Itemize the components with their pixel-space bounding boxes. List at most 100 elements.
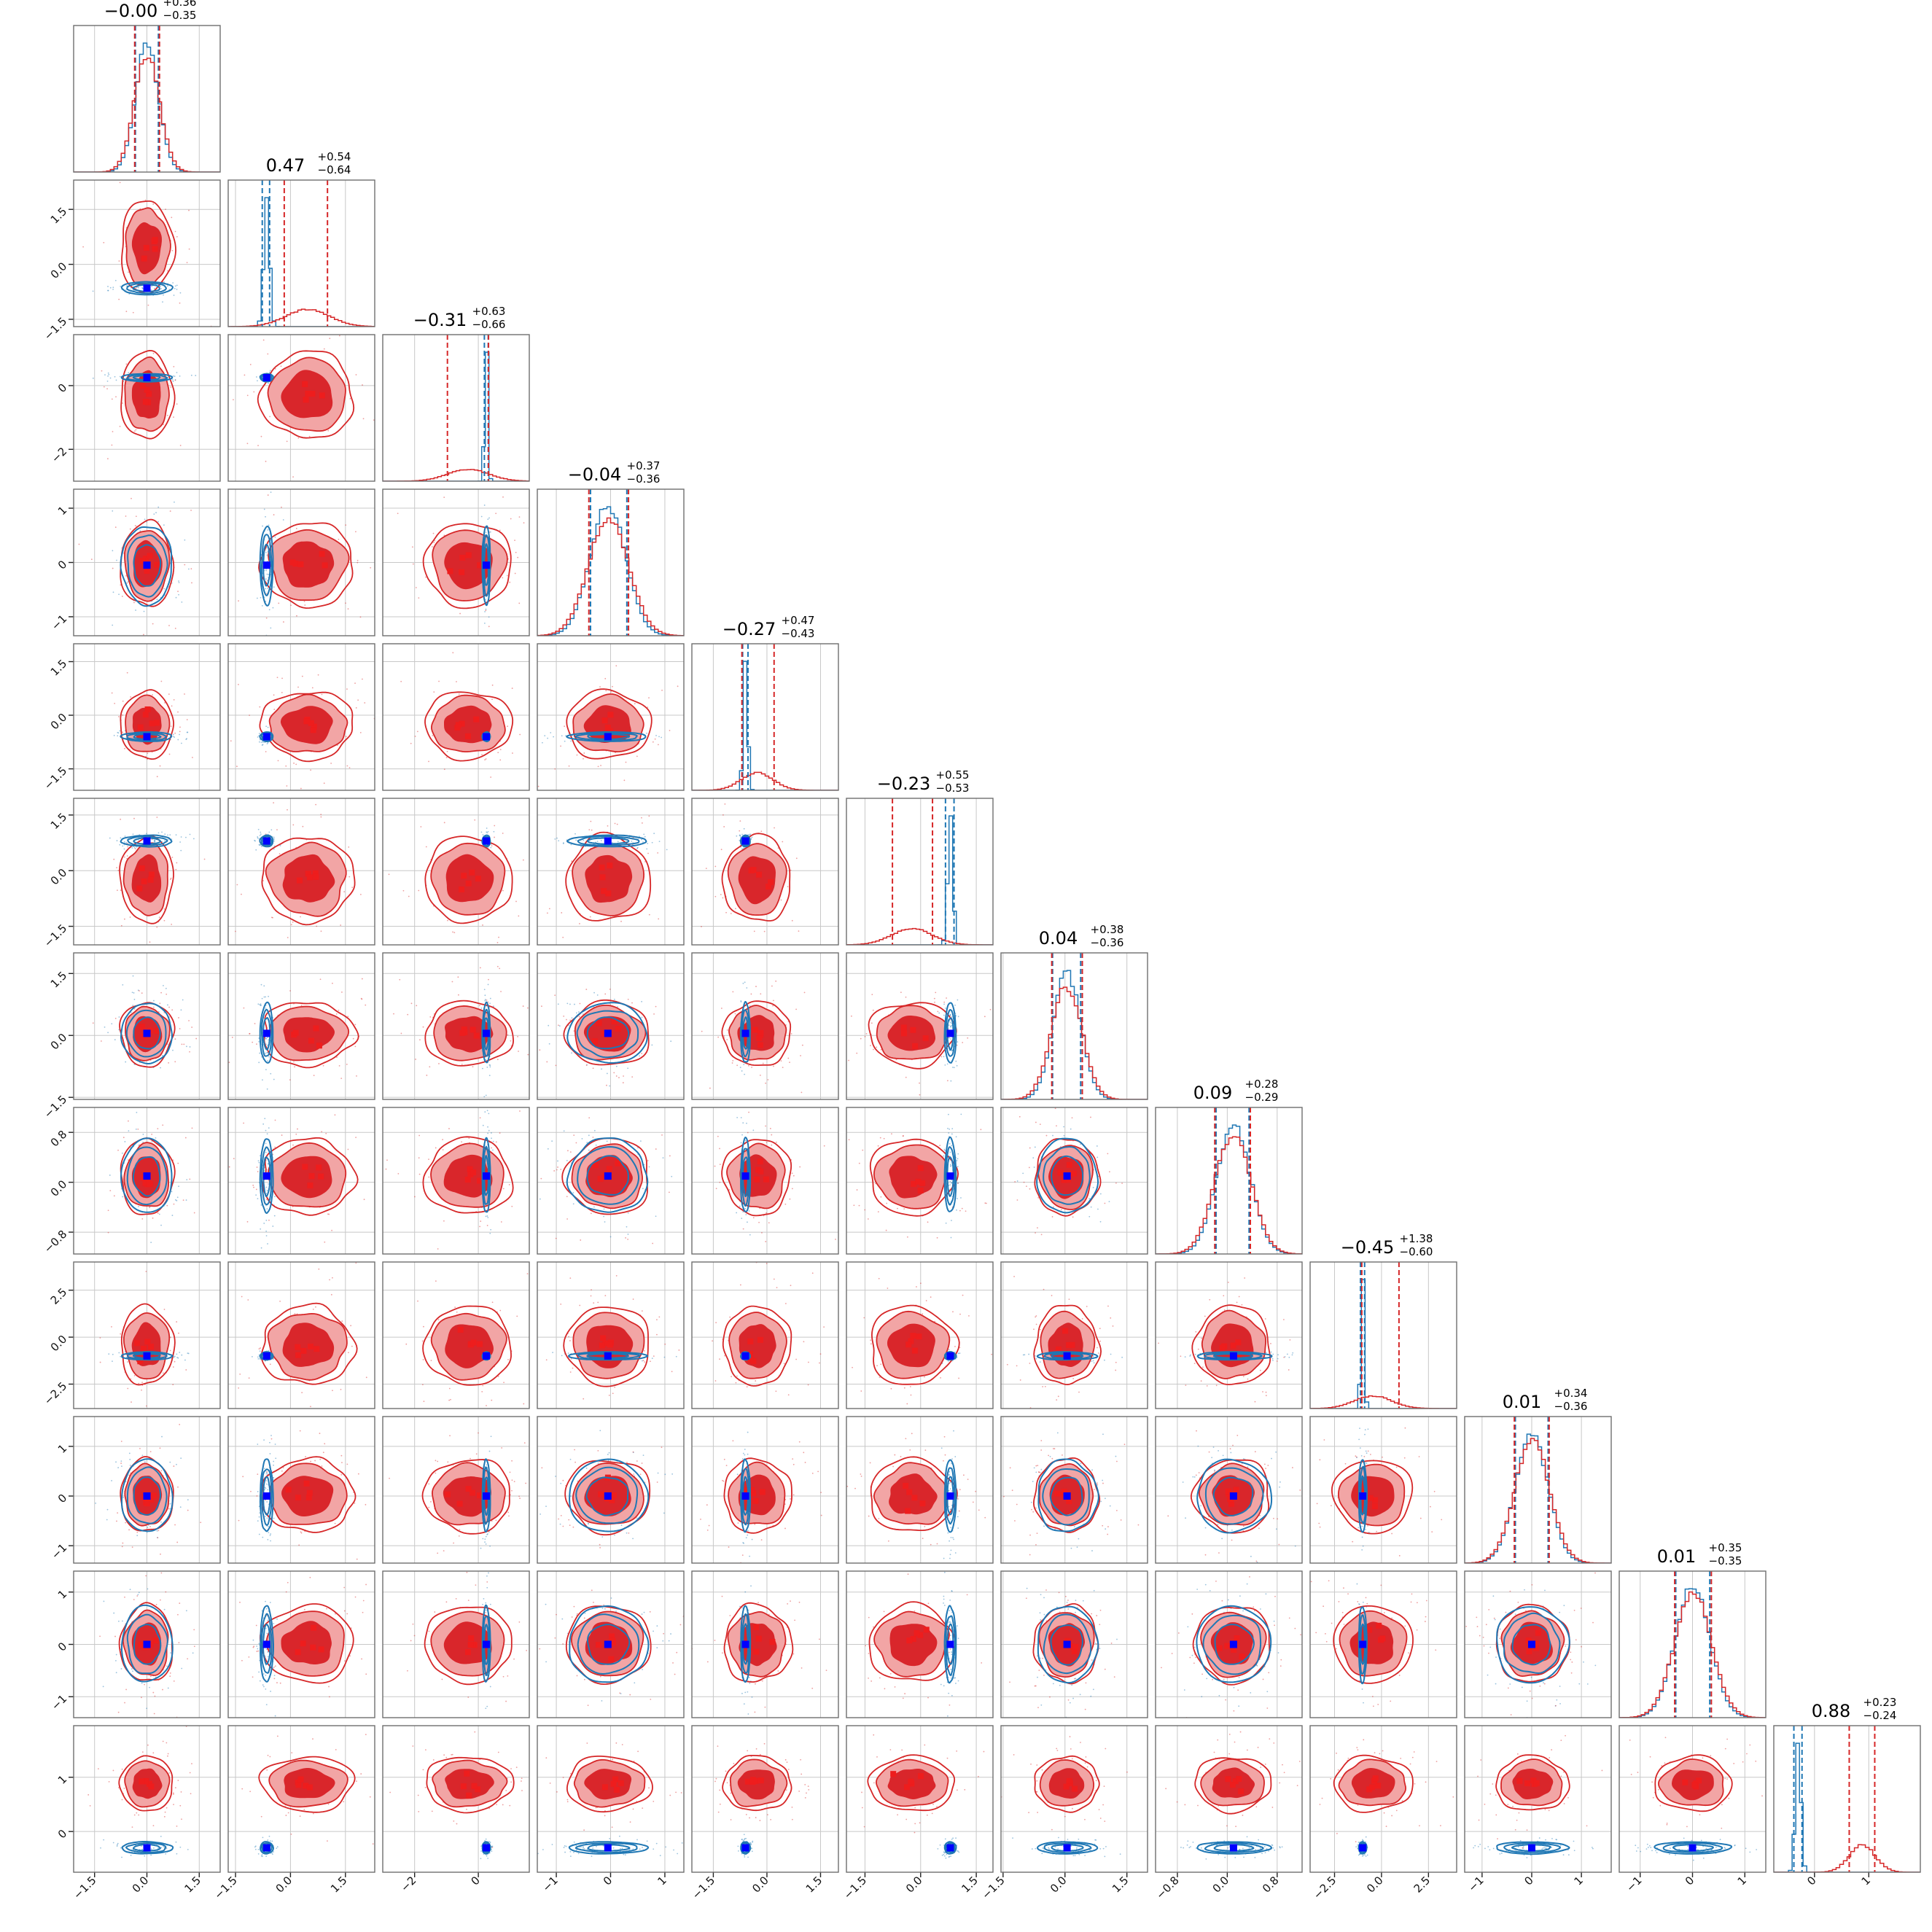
scatter-point bbox=[906, 1236, 908, 1238]
scatter-point bbox=[187, 1352, 189, 1355]
scatter-point bbox=[163, 281, 165, 283]
scatter-point bbox=[507, 1034, 509, 1036]
scatter-point bbox=[257, 736, 259, 738]
scatter-point bbox=[768, 1222, 770, 1224]
scatter-point bbox=[588, 1149, 590, 1151]
plot-area bbox=[537, 489, 684, 636]
scatter-point bbox=[956, 1209, 957, 1211]
scatter-point bbox=[106, 388, 108, 390]
scatter-point bbox=[230, 740, 232, 742]
contour-blue-1 bbox=[577, 835, 640, 846]
panel-title-upper-error: +0.63 bbox=[472, 305, 506, 318]
scatter-point bbox=[1099, 1220, 1102, 1223]
scatter-point bbox=[431, 546, 433, 548]
scatter-point bbox=[940, 1056, 943, 1058]
scatter-point bbox=[313, 1075, 315, 1077]
scatter-point bbox=[239, 1373, 241, 1375]
scatter-point bbox=[408, 895, 410, 897]
panel-title: 0.04 bbox=[1039, 928, 1078, 949]
scatter-point bbox=[952, 1090, 954, 1091]
scatter-point bbox=[749, 834, 751, 836]
scatter-point bbox=[149, 941, 151, 943]
scatter-point bbox=[486, 1110, 488, 1112]
scatter-point bbox=[270, 491, 272, 494]
scatter-point bbox=[252, 1041, 254, 1043]
scatter-point bbox=[873, 1048, 874, 1051]
scatter-point bbox=[354, 1045, 357, 1048]
density-peak bbox=[319, 392, 325, 399]
scatter-point bbox=[187, 568, 190, 570]
contour-blue-1 bbox=[127, 534, 168, 598]
scatter-point bbox=[499, 1132, 501, 1134]
scatter-point bbox=[759, 1075, 761, 1076]
scatter-point bbox=[443, 768, 445, 771]
scatter-point bbox=[760, 993, 762, 995]
red-density-peaks bbox=[302, 1164, 324, 1188]
scatter-point bbox=[450, 1398, 451, 1401]
scatter-point bbox=[612, 685, 613, 688]
scatter-point bbox=[951, 1024, 952, 1027]
scatter-point bbox=[124, 747, 125, 749]
scatter-point bbox=[231, 1037, 233, 1038]
scatter-point bbox=[511, 1205, 513, 1207]
scatter-point bbox=[360, 997, 362, 1000]
scatter-point bbox=[705, 868, 707, 870]
scatter-point bbox=[951, 1050, 953, 1052]
contour-blue-1 bbox=[577, 1145, 640, 1205]
contour-panel-4-0: −1.50.01.5 bbox=[42, 643, 221, 792]
contour-panel-4-1 bbox=[227, 643, 375, 791]
scatter-point bbox=[109, 1175, 111, 1176]
scatter-point bbox=[129, 1411, 131, 1413]
scatter-point bbox=[539, 520, 540, 521]
scatter-point bbox=[736, 1116, 739, 1118]
red-density-peaks bbox=[1057, 1161, 1077, 1183]
scatter-point bbox=[867, 1218, 869, 1220]
plot-area bbox=[228, 1262, 375, 1409]
scatter-point bbox=[482, 1124, 484, 1126]
scatter-point bbox=[119, 844, 121, 846]
scatter-point bbox=[154, 841, 156, 843]
contour-red-inner bbox=[738, 856, 776, 905]
plot-area bbox=[228, 798, 375, 945]
scatter-point bbox=[573, 1030, 575, 1032]
scatter-point bbox=[955, 1014, 957, 1016]
scatter-point bbox=[155, 1137, 157, 1139]
scatter-point bbox=[510, 518, 512, 520]
density-peak bbox=[459, 887, 465, 893]
density-peak bbox=[313, 1025, 319, 1032]
scatter-point bbox=[361, 978, 363, 980]
scatter-point bbox=[661, 689, 663, 691]
scatter-point bbox=[490, 1132, 492, 1134]
scatter-point bbox=[599, 686, 601, 688]
scatter-point bbox=[109, 155, 111, 157]
scatter-point bbox=[600, 840, 602, 841]
density-peak bbox=[922, 1035, 929, 1042]
red-density-peaks bbox=[457, 1326, 483, 1348]
scatter-point bbox=[125, 289, 127, 291]
scatter-point bbox=[286, 440, 288, 443]
scatter-point bbox=[1121, 1183, 1123, 1184]
density-peak bbox=[756, 871, 763, 878]
scatter-point bbox=[566, 1196, 568, 1198]
scatter-point bbox=[483, 989, 486, 991]
scatter-point bbox=[561, 912, 563, 914]
scatter-point bbox=[350, 1325, 352, 1327]
scatter-point bbox=[267, 741, 269, 744]
scatter-point bbox=[161, 1054, 163, 1056]
scatter-point bbox=[153, 1000, 155, 1002]
scatter-point bbox=[154, 840, 156, 842]
scatter-point bbox=[181, 742, 182, 744]
scatter-point bbox=[766, 1212, 768, 1214]
density-peak bbox=[154, 720, 160, 726]
scatter-point bbox=[484, 611, 486, 612]
contour-blue-1 bbox=[741, 835, 750, 846]
red-density-peaks bbox=[752, 1027, 764, 1048]
density-peak bbox=[752, 1027, 758, 1033]
scatter-point bbox=[726, 1029, 728, 1031]
y-tick-label: 0.0 bbox=[48, 1031, 70, 1053]
scatter-point bbox=[135, 609, 137, 611]
scatter-point bbox=[653, 1013, 655, 1015]
density-peak bbox=[607, 862, 613, 869]
scatter-point bbox=[293, 1061, 295, 1063]
scatter-point bbox=[128, 293, 131, 295]
